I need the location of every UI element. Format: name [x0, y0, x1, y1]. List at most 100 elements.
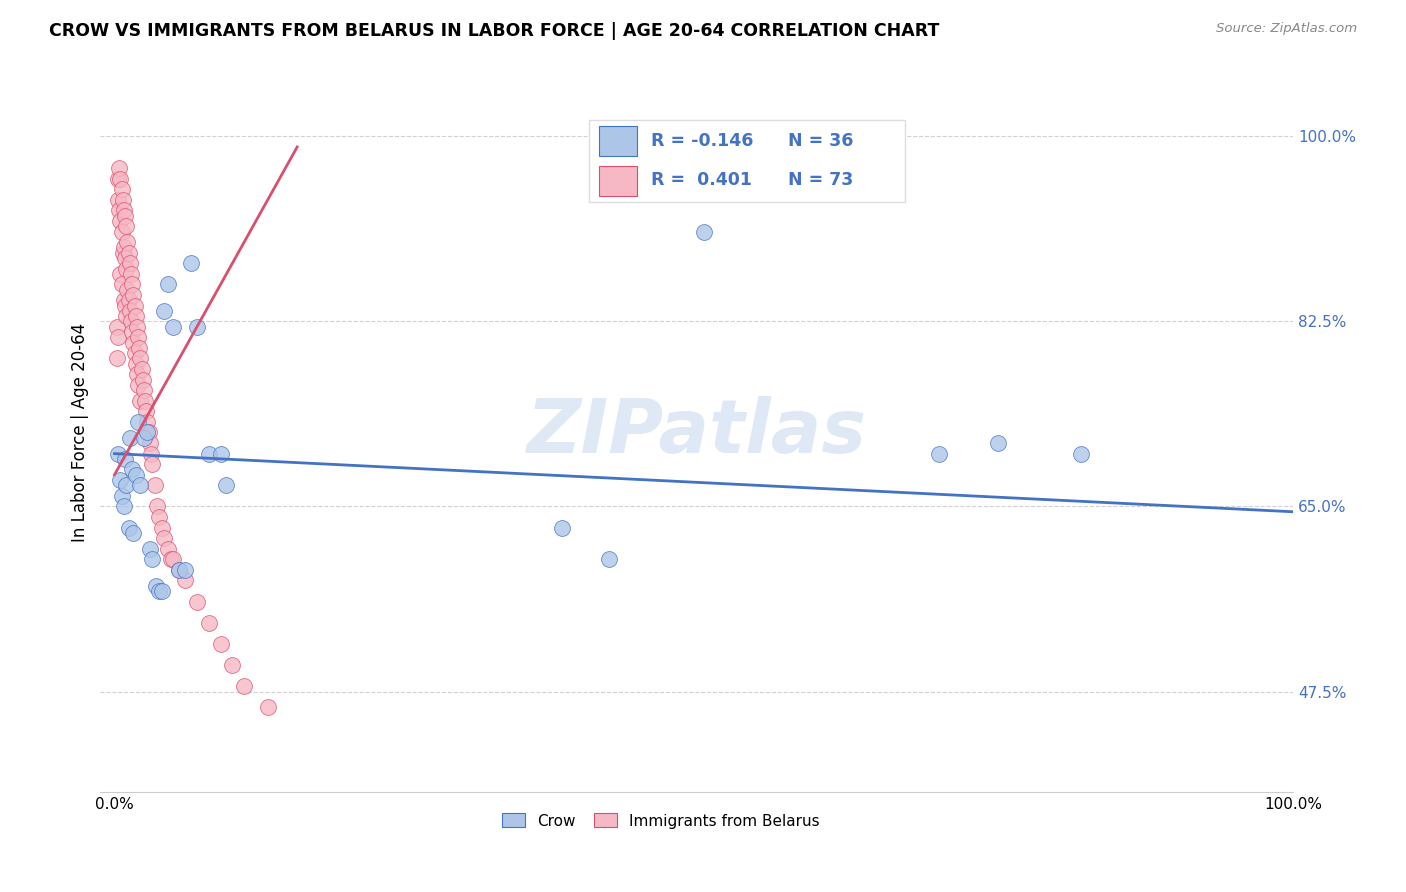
- Point: [139, 541, 162, 556]
- Point: [115, 261, 138, 276]
- Point: [107, 447, 129, 461]
- Point: [186, 319, 208, 334]
- Point: [129, 478, 152, 492]
- Point: [215, 478, 238, 492]
- Point: [129, 393, 152, 408]
- Point: [131, 362, 153, 376]
- Point: [125, 357, 148, 371]
- Point: [110, 489, 132, 503]
- Point: [160, 552, 183, 566]
- Point: [112, 500, 135, 514]
- Point: [233, 679, 256, 693]
- Point: [180, 256, 202, 270]
- Point: [186, 594, 208, 608]
- Point: [139, 447, 162, 461]
- Point: [156, 541, 179, 556]
- Point: [117, 245, 139, 260]
- Point: [127, 415, 149, 429]
- Point: [156, 277, 179, 292]
- Point: [124, 346, 146, 360]
- Point: [169, 563, 191, 577]
- Point: [139, 436, 162, 450]
- Point: [118, 431, 141, 445]
- Point: [132, 431, 155, 445]
- Point: [112, 293, 135, 308]
- Point: [110, 277, 132, 292]
- Point: [112, 240, 135, 254]
- Point: [122, 335, 145, 350]
- Point: [110, 225, 132, 239]
- Point: [221, 658, 243, 673]
- Point: [105, 351, 128, 366]
- Point: [141, 457, 163, 471]
- Point: [132, 383, 155, 397]
- Point: [115, 309, 138, 323]
- Point: [110, 182, 132, 196]
- Point: [110, 171, 132, 186]
- Point: [114, 251, 136, 265]
- Point: [1070, 447, 1092, 461]
- Point: [209, 447, 232, 461]
- Point: [150, 584, 173, 599]
- Point: [117, 293, 139, 308]
- Point: [136, 415, 159, 429]
- Point: [125, 368, 148, 382]
- Point: [121, 462, 143, 476]
- Legend: Crow, Immigrants from Belarus: Crow, Immigrants from Belarus: [496, 807, 825, 835]
- Point: [136, 425, 159, 440]
- Point: [138, 425, 160, 440]
- Point: [107, 193, 129, 207]
- Point: [110, 267, 132, 281]
- Point: [162, 552, 184, 566]
- Point: [111, 193, 134, 207]
- Point: [197, 615, 219, 630]
- Point: [115, 219, 138, 234]
- Point: [148, 510, 170, 524]
- Point: [169, 563, 191, 577]
- Point: [693, 225, 716, 239]
- Point: [153, 531, 176, 545]
- Point: [148, 584, 170, 599]
- Point: [987, 436, 1010, 450]
- Point: [146, 500, 169, 514]
- Point: [112, 203, 135, 218]
- Point: [127, 330, 149, 344]
- Point: [197, 447, 219, 461]
- Point: [129, 351, 152, 366]
- Point: [127, 377, 149, 392]
- Point: [121, 325, 143, 339]
- Point: [118, 256, 141, 270]
- Point: [162, 319, 184, 334]
- Point: [107, 330, 129, 344]
- Text: Source: ZipAtlas.com: Source: ZipAtlas.com: [1216, 22, 1357, 36]
- Point: [120, 314, 142, 328]
- Point: [125, 319, 148, 334]
- Point: [110, 473, 132, 487]
- Point: [153, 304, 176, 318]
- Point: [256, 700, 278, 714]
- Point: [120, 267, 142, 281]
- Point: [118, 304, 141, 318]
- Text: ZIPatlas: ZIPatlas: [527, 396, 866, 469]
- Point: [121, 277, 143, 292]
- Point: [128, 341, 150, 355]
- Point: [105, 319, 128, 334]
- Point: [122, 288, 145, 302]
- Point: [114, 451, 136, 466]
- Point: [135, 404, 157, 418]
- Point: [174, 574, 197, 588]
- Point: [108, 203, 131, 218]
- Point: [150, 521, 173, 535]
- Point: [111, 245, 134, 260]
- Point: [114, 209, 136, 223]
- Text: CROW VS IMMIGRANTS FROM BELARUS IN LABOR FORCE | AGE 20-64 CORRELATION CHART: CROW VS IMMIGRANTS FROM BELARUS IN LABOR…: [49, 22, 939, 40]
- Point: [598, 552, 620, 566]
- Y-axis label: In Labor Force | Age 20-64: In Labor Force | Age 20-64: [72, 323, 89, 542]
- Point: [143, 478, 166, 492]
- Point: [117, 521, 139, 535]
- Point: [209, 637, 232, 651]
- Point: [132, 373, 155, 387]
- Point: [145, 579, 167, 593]
- Point: [108, 161, 131, 175]
- Point: [117, 235, 139, 249]
